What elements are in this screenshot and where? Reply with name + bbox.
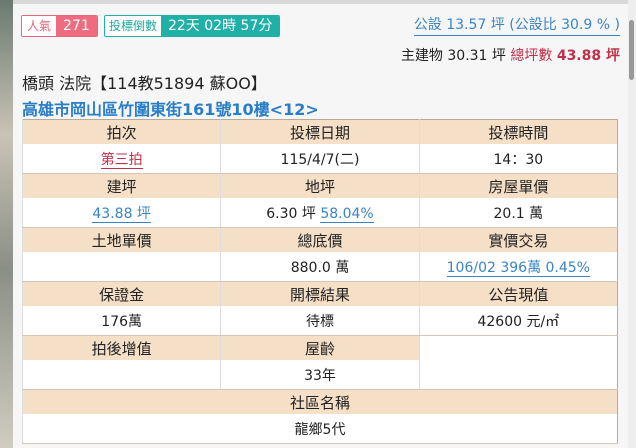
header-community: 社區名稱 bbox=[22, 389, 618, 414]
auction-info-table: 拍次 投標日期 投標時間 第三拍 115/4/7(二) 14：30 建坪 地坪 房屋單價 4… bbox=[21, 119, 618, 444]
header-result: 開標結果 bbox=[220, 281, 420, 306]
header-land-area: 地坪 bbox=[220, 173, 420, 198]
header-announced-value: 公告現值 bbox=[418, 281, 618, 306]
popularity-label: 人氣 bbox=[22, 16, 57, 36]
land-ratio-link[interactable]: 58.04% bbox=[320, 205, 374, 223]
main-building: 主建物 30.31 坪 bbox=[400, 48, 506, 64]
header-building-area: 建坪 bbox=[21, 173, 221, 198]
header-land-unit-price: 土地單價 bbox=[21, 227, 221, 252]
land-unit-price-value bbox=[21, 252, 221, 282]
total-area-label: 總坪數 bbox=[510, 48, 553, 64]
popularity-value: 271 bbox=[56, 16, 97, 36]
header-deposit: 保證金 bbox=[21, 281, 221, 306]
header-unit-price: 房屋單價 bbox=[418, 173, 618, 198]
countdown-badge: 投標倒數 22天 02時 57分 bbox=[104, 15, 281, 37]
actual-trade-link[interactable]: 106/02 396萬 0.45% bbox=[446, 259, 590, 277]
area-summary: 主建物 30.31 坪 總坪數 43.88 坪 bbox=[401, 45, 620, 65]
building-area-link[interactable]: 43.88 坪 bbox=[92, 205, 151, 223]
header-bid-time: 投標時間 bbox=[418, 119, 618, 144]
community-value: 龍鄉5代 bbox=[22, 414, 618, 444]
header-actual-trade: 實價交易 bbox=[418, 227, 618, 252]
announced-value: 42600 元/㎡ bbox=[418, 306, 618, 336]
public-area-link[interactable]: 公設 13.57 坪 (公設比 30.9 % ) bbox=[413, 15, 620, 36]
deposit-value: 176萬 bbox=[21, 306, 221, 336]
result-value: 待標 bbox=[220, 306, 420, 336]
header-age: 屋齡 bbox=[220, 335, 420, 360]
total-area-value: 43.88 坪 bbox=[556, 48, 620, 64]
countdown-value: 22天 02時 57分 bbox=[161, 16, 280, 36]
post-increment-value bbox=[21, 360, 221, 390]
top-border bbox=[13, 0, 628, 4]
header-base-price: 總底價 bbox=[220, 227, 420, 252]
scrollbar[interactable] bbox=[628, 0, 636, 448]
empty-cell bbox=[418, 335, 618, 390]
bid-time-value: 14：30 bbox=[418, 144, 618, 174]
case-title: 橋頭 法院【114教51894 蘇OO】 bbox=[22, 74, 267, 93]
background-page bbox=[0, 0, 13, 448]
auction-round-link[interactable]: 第三拍 bbox=[100, 151, 143, 169]
header-post-increment: 拍後增值 bbox=[21, 335, 221, 360]
address-link[interactable]: 高雄市岡山區竹圍東街161號10樓<12> bbox=[22, 100, 319, 119]
bid-date-value: 115/4/7(二) bbox=[220, 144, 420, 174]
land-area-value: 6.30 坪 bbox=[266, 205, 316, 222]
base-price-value: 880.0 萬 bbox=[220, 252, 420, 282]
age-value: 33年 bbox=[220, 360, 420, 390]
header-auction-round: 拍次 bbox=[21, 119, 221, 144]
countdown-label: 投標倒數 bbox=[105, 16, 162, 36]
unit-price-value: 20.1 萬 bbox=[418, 198, 618, 228]
header-bid-date: 投標日期 bbox=[220, 119, 420, 144]
popularity-badge: 人氣 271 bbox=[21, 15, 98, 37]
